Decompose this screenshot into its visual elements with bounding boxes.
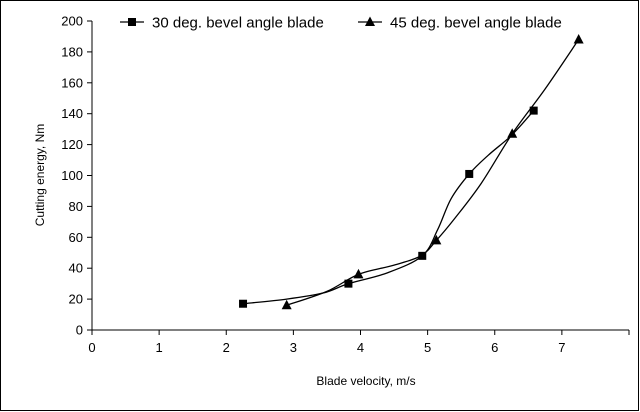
data-point-square [529,106,538,115]
legend-layer: 30 deg. bevel angle blade 45 deg. bevel a… [120,15,562,32]
legend-marker-square [128,18,136,26]
legend-label: 30 deg. bevel angle blade [152,15,324,32]
data-point-triangle [573,34,584,44]
y-tick-label: 100 [61,168,83,183]
y-tick-label: 80 [69,199,83,214]
x-tick-label: 2 [223,340,230,355]
data-point-square [465,169,474,178]
x-tick-label: 1 [156,340,163,355]
data-point-triangle [507,128,518,138]
legend-item-2: 45 deg. bevel angle blade [358,15,562,32]
series-2 [281,34,584,310]
y-tick-label: 20 [69,292,83,307]
x-tick-label: 7 [558,340,565,355]
y-tick-label: 180 [61,44,83,59]
y-tick-label: 0 [76,323,83,338]
data-point-square [418,251,427,260]
legend-item-1: 30 deg. bevel angle blade [120,15,324,32]
x-tick-label: 0 [88,340,95,355]
y-tick-label: 40 [69,261,83,276]
y-tick-label: 120 [61,137,83,152]
data-point-square [239,299,248,308]
data-point-triangle [281,299,292,310]
x-axis-title: Blade velocity, m/s [316,374,415,388]
y-axis-title: Cutting energy, Nm [33,124,47,227]
data-point-triangle [353,268,364,279]
x-tick-label: 6 [491,340,498,355]
data-point-triangle [431,234,442,245]
y-tick-label: 140 [61,106,83,121]
legend-marker-triangle [365,16,375,26]
series-layer [239,34,584,310]
x-tick-label: 5 [424,340,431,355]
y-tick-label: 160 [61,75,83,90]
y-tick-label: 60 [69,230,83,245]
data-point-square [344,279,353,288]
y-tick-label: 200 [61,14,83,29]
x-tick-label: 3 [290,340,297,355]
x-tick-label: 4 [357,340,364,355]
legend-label: 45 deg. bevel angle blade [390,15,562,32]
axes-layer: 0 20 40 60 80 100 120 140 160 180 200 0 1 2 3 4 5 6 7 [61,14,630,355]
